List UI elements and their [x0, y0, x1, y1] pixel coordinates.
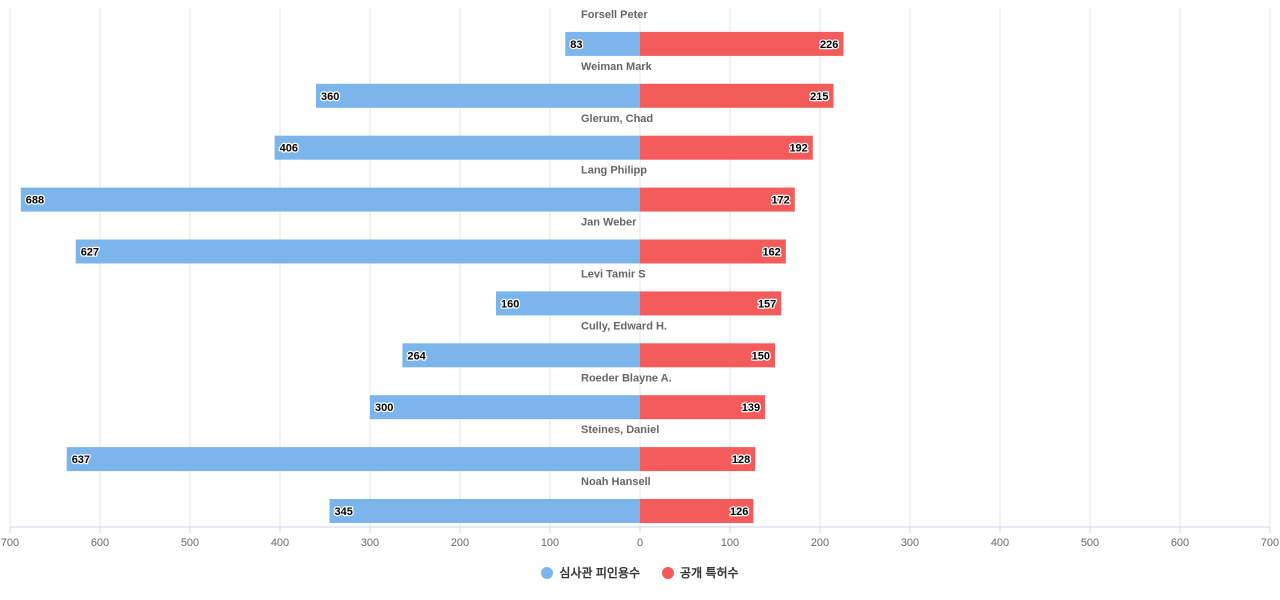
category-label: Glerum, Chad: [581, 113, 653, 125]
bar-citations: [316, 83, 640, 108]
bar-patents: [640, 31, 844, 56]
bar-patents: [640, 83, 834, 108]
bar-citations: [66, 447, 640, 472]
data-label-citations: 406: [280, 143, 298, 155]
bar-patents: [640, 239, 786, 264]
bar-patents: [640, 343, 775, 368]
x-tick-label: 600: [1171, 537, 1189, 549]
bar-citations: [565, 31, 640, 56]
x-tick-label: 700: [1261, 537, 1279, 549]
legend-item-citations[interactable]: 심사관 피인용수: [541, 564, 640, 581]
bar-citations: [75, 239, 640, 264]
legend-label: 공개 특허수: [680, 566, 739, 580]
data-label-patents: 192: [789, 143, 807, 155]
data-label-patents: 139: [742, 402, 760, 414]
data-label-patents: 172: [771, 195, 789, 207]
x-tick-label: 600: [91, 537, 109, 549]
data-label-citations: 83: [570, 39, 582, 51]
x-tick-label: 100: [721, 537, 739, 549]
x-tick-label: 500: [181, 537, 199, 549]
legend-marker-icon: [662, 566, 675, 579]
x-axis: 700 600 500 400 300 200 100 0 100 200 300 400 500 600…: [1, 526, 1279, 549]
x-tick-label: 100: [541, 537, 559, 549]
bars: [20, 31, 844, 523]
x-tick-label: 400: [991, 537, 1009, 549]
x-tick-label: 300: [901, 537, 919, 549]
data-label-citations: 264: [407, 350, 426, 362]
data-label-patents: 126: [730, 506, 748, 518]
data-label-citations: 637: [72, 454, 90, 466]
legend: 심사관 피인용수 공개 특허수: [0, 564, 1280, 581]
data-label-patents: 128: [732, 454, 750, 466]
category-label: Noah Hansell: [581, 476, 651, 488]
category-label: Roeder Blayne A.: [581, 372, 672, 384]
value-labels: 83 226 360 215 406 192 688 172 627 162 160 157 264 15…: [25, 38, 840, 520]
bar-citations: [496, 291, 640, 316]
x-tick-label: 700: [1, 537, 19, 549]
data-label-patents: 157: [758, 298, 776, 310]
bar-patents: [640, 135, 813, 160]
category-label: Steines, Daniel: [581, 424, 659, 436]
bar-citations: [370, 395, 640, 420]
x-tick-label: 200: [811, 537, 829, 549]
bar-patents: [640, 499, 754, 523]
bar-patents: [640, 395, 766, 420]
x-tick-label: 300: [361, 537, 379, 549]
legend-item-patents[interactable]: 공개 특허수: [662, 564, 739, 581]
data-label-patents: 150: [752, 350, 770, 362]
data-label-patents: 226: [820, 39, 838, 51]
category-label: Cully, Edward H.: [581, 320, 667, 332]
data-label-citations: 627: [81, 247, 99, 259]
category-label: Forsell Peter: [581, 9, 648, 21]
category-label: Levi Tamir S: [581, 269, 646, 281]
bar-patents: [640, 291, 782, 316]
data-label-patents: 162: [762, 247, 780, 259]
data-label-citations: 300: [375, 402, 393, 414]
x-tick-label: 200: [451, 537, 469, 549]
data-label-citations: 160: [501, 298, 519, 310]
bar-citations: [274, 135, 640, 160]
category-label: Weiman Mark: [581, 61, 653, 73]
legend-marker-icon: [541, 566, 554, 579]
x-tick-label: 500: [1081, 537, 1099, 549]
legend-label: 심사관 피인용수: [559, 566, 641, 580]
x-tick-label: 400: [271, 537, 289, 549]
bar-patents: [640, 187, 795, 212]
data-label-citations: 345: [335, 506, 353, 518]
category-labels: Forsell Peter Weiman Mark Glerum, Chad Lang…: [581, 9, 672, 488]
diverging-bar-chart: Forsell Peter Weiman Mark Glerum, Chad Lang…: [1, 8, 1279, 549]
x-tick-label: 0: [637, 537, 643, 549]
data-label-citations: 688: [26, 195, 44, 207]
bar-citations: [20, 187, 641, 212]
bar-citations: [329, 499, 640, 523]
bar-citations: [402, 343, 640, 368]
category-label: Jan Weber: [581, 217, 637, 229]
bar-patents: [640, 447, 756, 472]
category-label: Lang Philipp: [581, 165, 647, 177]
data-label-citations: 360: [321, 91, 339, 103]
data-label-patents: 215: [810, 91, 828, 103]
